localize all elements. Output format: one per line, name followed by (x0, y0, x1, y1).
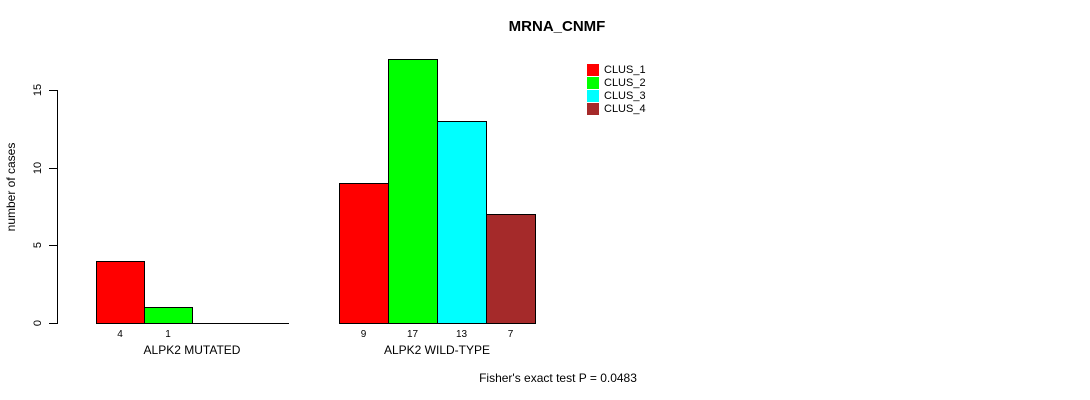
bar-clus_1 (96, 261, 145, 324)
bar-clus_2 (388, 59, 438, 324)
bar-clus_2 (144, 307, 193, 324)
bar-clus_1 (339, 183, 389, 324)
legend-item: CLUS_4 (587, 103, 646, 115)
y-tick-label: 0 (32, 319, 44, 327)
legend-item: CLUS_1 (587, 64, 646, 76)
bar-value-label: 9 (360, 329, 367, 340)
bar-value-label: 17 (406, 329, 419, 340)
legend-label: CLUS_3 (604, 90, 646, 102)
group-label: ALPK2 WILD-TYPE (383, 343, 491, 357)
bar-value-label: 4 (117, 329, 123, 340)
legend-swatch-icon (587, 90, 599, 102)
legend-label: CLUS_4 (604, 103, 646, 115)
legend-swatch-icon (587, 64, 599, 76)
bar-value-label: 13 (455, 329, 468, 340)
bar-value-label: 7 (507, 329, 514, 340)
y-tick-label: 15 (32, 83, 44, 97)
y-axis-line (57, 90, 58, 324)
bar-clus_3 (437, 121, 487, 324)
bar-value-label: 1 (165, 329, 171, 340)
legend-swatch-icon (587, 103, 599, 115)
legend-swatch-icon (587, 77, 599, 89)
y-tick-label: 5 (32, 241, 44, 249)
legend-item: CLUS_2 (587, 77, 646, 89)
annotation-text: Fisher's exact test P = 0.0483 (479, 371, 637, 385)
legend-item: CLUS_3 (587, 90, 646, 102)
y-tick-label: 10 (32, 161, 44, 175)
chart-title: MRNA_CNMF (508, 18, 606, 35)
legend-label: CLUS_2 (604, 77, 646, 89)
y-tick (49, 245, 57, 246)
bar-clus_4 (486, 214, 536, 324)
legend: CLUS_1 CLUS_2 CLUS_3 CLUS_4 (587, 64, 646, 116)
y-tick (49, 90, 57, 91)
y-tick (49, 168, 57, 169)
y-tick (49, 323, 57, 324)
group-label: ALPK2 MUTATED (143, 343, 241, 357)
legend-label: CLUS_1 (604, 64, 646, 76)
